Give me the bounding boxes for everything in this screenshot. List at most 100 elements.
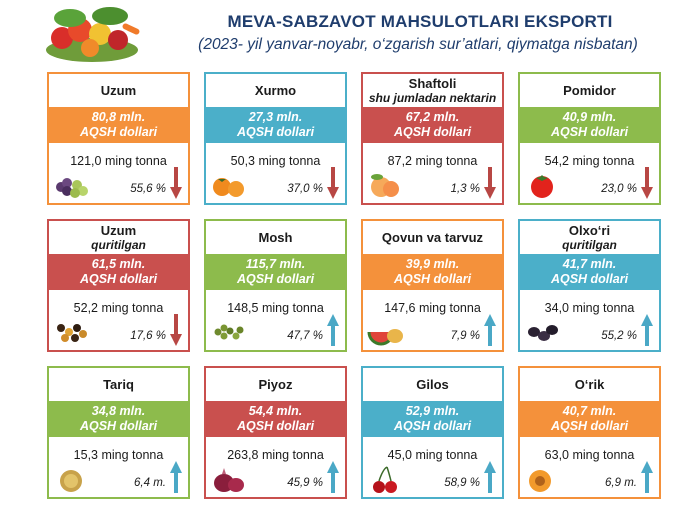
export-value: 40,7 mln. — [562, 404, 617, 418]
product-name: Piyoz — [206, 368, 345, 401]
arrow-up-icon — [327, 461, 339, 493]
export-volume: 87,2 ming tonna — [387, 154, 478, 168]
export-value-band: 27,3 mln. AQSH dollari — [206, 107, 345, 143]
product-title: Qovun va tarvuz — [381, 230, 484, 245]
arrow-up-icon — [170, 461, 182, 493]
arrow-down-icon — [327, 167, 339, 199]
export-value-unit: AQSH dollari — [79, 272, 158, 286]
prunes-icon — [528, 325, 558, 341]
product-name: Tariq — [49, 368, 188, 401]
export-value-unit: AQSH dollari — [393, 125, 472, 139]
product-subtitle: shu jumladan nektarin — [368, 90, 497, 105]
product-name: Gilos — [363, 368, 502, 401]
onion-icon — [214, 468, 244, 492]
grapes-icon — [56, 178, 88, 198]
change-rate: 37,0 % — [287, 183, 323, 195]
change-rate: 45,9 % — [287, 477, 323, 489]
change-rate: 58,9 % — [444, 477, 480, 489]
export-value-unit: AQSH dollari — [550, 419, 629, 433]
product-card: Tariq 34,8 mln. AQSH dollari 15,3 ming tonn… — [47, 366, 190, 499]
arrow-up-icon — [641, 461, 653, 493]
export-value-band: 40,7 mln. AQSH dollari — [520, 401, 659, 437]
export-value: 61,5 mln. — [91, 257, 146, 271]
export-value-band: 34,8 mln. AQSH dollari — [49, 401, 188, 437]
export-value-unit: AQSH dollari — [79, 125, 158, 139]
cherry-icon — [373, 466, 397, 493]
export-value-unit: AQSH dollari — [79, 419, 158, 433]
arrow-down-icon — [484, 167, 496, 199]
export-volume: 63,0 ming tonna — [544, 448, 635, 462]
product-card: Mosh 115,7 mln. AQSH dollari 148,5 ming ton… — [204, 219, 347, 352]
tomato-icon — [531, 175, 553, 198]
product-name: Uzum quritilgan — [49, 221, 188, 254]
export-value: 40,9 mln. — [562, 110, 617, 124]
product-card: O‘rik 40,7 mln. AQSH dollari 63,0 ming tonn… — [518, 366, 661, 499]
product-title: Shaftoli — [408, 75, 457, 91]
product-name: Mosh — [206, 221, 345, 254]
export-value-band: 61,5 mln. AQSH dollari — [49, 254, 188, 290]
product-card: Uzum 80,8 mln. AQSH dollari 121,0 ming tonn… — [47, 72, 190, 205]
export-value: 80,8 mln. — [91, 110, 146, 124]
product-subtitle: quritilgan — [91, 237, 146, 252]
arrow-up-icon — [484, 461, 496, 493]
export-value: 52,9 mln. — [405, 404, 460, 418]
persimmon-icon — [213, 178, 244, 197]
product-card: Qovun va tarvuz 39,9 mln. AQSH dollari 147,… — [361, 219, 504, 352]
change-rate: 7,9 % — [450, 330, 480, 342]
export-volume: 34,0 ming tonna — [544, 301, 635, 315]
product-title: O‘rik — [574, 377, 605, 392]
arrow-down-icon — [170, 167, 182, 199]
product-title: Uzum — [100, 83, 137, 98]
product-name: Uzum — [49, 74, 188, 107]
melon-icon — [367, 329, 403, 346]
export-volume: 147,6 ming tonna — [384, 301, 481, 315]
peach-icon — [371, 174, 399, 197]
apricot-icon — [529, 470, 551, 492]
export-value: 54,4 mln. — [248, 404, 303, 418]
change-rate: 6,9 m. — [605, 477, 637, 489]
product-card: Xurmo 27,3 mln. AQSH dollari 50,3 ming tonn… — [204, 72, 347, 205]
product-subtitle: quritilgan — [562, 237, 617, 252]
export-volume: 148,5 ming tonna — [227, 301, 324, 315]
change-rate: 17,6 % — [130, 330, 166, 342]
export-value: 34,8 mln. — [91, 404, 146, 418]
product-title: Piyoz — [258, 377, 293, 392]
export-volume: 45,0 ming tonna — [387, 448, 478, 462]
product-name: Qovun va tarvuz — [363, 221, 502, 254]
export-value: 115,7 mln. — [245, 257, 306, 271]
product-name: O‘rik — [520, 368, 659, 401]
arrow-down-icon — [170, 314, 182, 346]
vegetables-basket-icon — [46, 7, 140, 62]
export-volume: 15,3 ming tonna — [73, 448, 164, 462]
product-title: Xurmo — [254, 83, 297, 98]
export-value-unit: AQSH dollari — [550, 125, 629, 139]
export-value-band: 40,9 mln. AQSH dollari — [520, 107, 659, 143]
export-value-band: 52,9 mln. AQSH dollari — [363, 401, 502, 437]
product-card: Pomidor 40,9 mln. AQSH dollari 54,2 ming to… — [518, 72, 661, 205]
change-rate: 55,6 % — [130, 183, 166, 195]
product-card: Gilos 52,9 mln. AQSH dollari 45,0 ming tonn… — [361, 366, 504, 499]
export-value-unit: AQSH dollari — [236, 125, 315, 139]
product-name: Shaftoli shu jumladan nektarin — [363, 74, 502, 107]
change-rate: 1,3 % — [450, 183, 480, 195]
product-title: Mosh — [258, 230, 293, 245]
product-name: Pomidor — [520, 74, 659, 107]
arrow-down-icon — [641, 167, 653, 199]
mung-bean-icon — [214, 324, 244, 340]
export-value-band: 67,2 mln. AQSH dollari — [363, 107, 502, 143]
product-name: Xurmo — [206, 74, 345, 107]
change-rate: 23,0 % — [601, 183, 637, 195]
product-name: Olxo‘ri quritilgan — [520, 221, 659, 254]
arrow-up-icon — [484, 314, 496, 346]
product-title: Tariq — [103, 377, 134, 392]
millet-icon — [60, 470, 82, 492]
product-title: Gilos — [416, 377, 449, 392]
export-value: 39,9 mln. — [405, 257, 460, 271]
export-volume: 54,2 ming tonna — [544, 154, 635, 168]
product-title: Olxo‘ri — [568, 222, 611, 238]
product-card: Piyoz 54,4 mln. AQSH dollari 263,8 ming ton… — [204, 366, 347, 499]
export-volume: 263,8 ming tonna — [227, 448, 324, 462]
export-value: 41,7 mln. — [562, 257, 617, 271]
export-value-band: 115,7 mln. AQSH dollari — [206, 254, 345, 290]
arrow-up-icon — [641, 314, 653, 346]
